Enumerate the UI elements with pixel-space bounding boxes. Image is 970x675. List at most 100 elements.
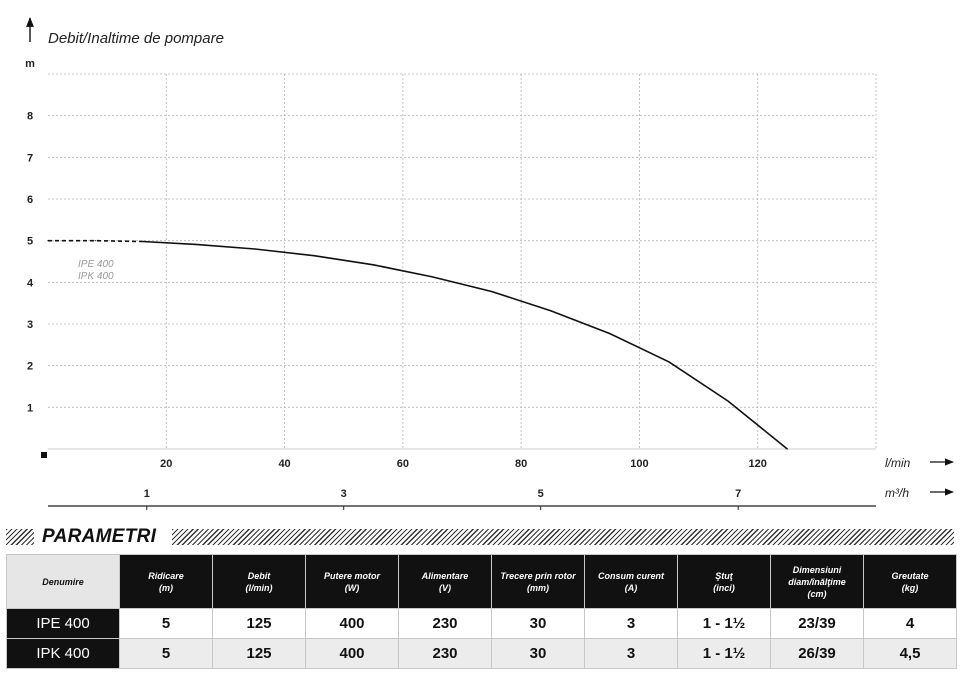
table-body: IPE 400 5 125 400 230 30 3 1 - 1½ 23/39 4 IPK 400 5… <box>6 608 957 669</box>
data-point <box>727 400 729 402</box>
axis-labels: Debit/Inaltime de pompare m 1 2 3 4 5 6 7 8 20 40 60… <box>25 30 911 500</box>
data-point <box>94 240 96 242</box>
parametri-table: Denumire Ridicare (m) Debit (l/min) Putere mo… <box>6 554 957 669</box>
x2-tick-label: 3 <box>341 488 347 500</box>
table-cell: 400 <box>305 608 399 639</box>
y-tick-label: 8 <box>27 111 33 123</box>
column-header-text: (cm) <box>807 588 827 599</box>
table-cell: 230 <box>398 608 492 639</box>
data-point <box>372 264 374 266</box>
data-point <box>47 240 49 242</box>
data-point <box>142 240 144 243</box>
table-cell: 230 <box>398 638 492 669</box>
model-name-cell: IPE 400 <box>6 608 120 639</box>
x2-tick-label: 1 <box>144 488 150 500</box>
table-cell: 1 - 1½ <box>677 638 771 669</box>
x-tick-label: 120 <box>749 458 767 470</box>
table-cell: 400 <box>305 638 399 669</box>
table-cell: 26/39 <box>770 638 864 669</box>
hatch-decoration-left <box>6 529 34 545</box>
y-tick-label: 7 <box>27 152 33 164</box>
column-header-text: Trecere prin rotor <box>500 570 576 581</box>
column-header: Ridicare (m) <box>119 554 213 609</box>
data-point <box>313 255 315 257</box>
parametri-header: PARAMETRI <box>0 526 970 549</box>
column-header-text: Ridicare <box>148 570 184 581</box>
column-header: Consum curent (A) <box>584 554 678 609</box>
series-curve-dashed <box>48 239 143 243</box>
x-tick-label: 40 <box>278 458 290 470</box>
data-point <box>668 361 670 363</box>
series <box>47 239 788 450</box>
x-axis-label: l/min <box>885 456 911 470</box>
x2-tick-label: 7 <box>735 488 741 500</box>
data-point <box>550 310 552 312</box>
column-header-text: Dimensiuni <box>792 564 842 575</box>
x-tick-label: 100 <box>630 458 648 470</box>
series-label: IPE 400 <box>78 259 114 270</box>
y-tick-label: 5 <box>27 236 33 248</box>
column-header: Putere motor (W) <box>305 554 399 609</box>
column-header: Alimentare (V) <box>398 554 492 609</box>
table-cell: 30 <box>491 608 585 639</box>
table-cell: 23/39 <box>770 608 864 639</box>
column-header-text: (kg) <box>901 582 919 593</box>
column-header-text: Debit <box>247 570 271 581</box>
series-label-secondary: IPK 400 <box>78 271 114 282</box>
table-cell: 1 - 1½ <box>677 608 771 639</box>
column-header: Ştuţ (inci) <box>677 554 771 609</box>
pump-curve-chart: Debit/Inaltime de pompare m 1 2 3 4 5 6 7 8 20 40 60… <box>25 17 954 510</box>
column-header-text: Consum curent <box>597 570 664 581</box>
y-tick-label: 2 <box>27 361 33 373</box>
series-curve <box>142 240 788 450</box>
table-header-row: Denumire Ridicare (m) Debit (l/min) Putere mo… <box>6 554 957 609</box>
y-tick-label: 3 <box>27 319 33 331</box>
column-header-text: (mm) <box>527 582 549 593</box>
data-point <box>195 243 197 246</box>
column-header-text: Denumire <box>42 576 84 587</box>
column-header-text: Greutate <box>891 570 929 581</box>
model-name-cell: IPK 400 <box>6 638 120 669</box>
column-header: Dimensiuni diam/înălţime (cm) <box>770 554 864 609</box>
x2-axis-label: m³/h <box>885 486 909 500</box>
column-header: Greutate (kg) <box>863 554 957 609</box>
table-cell: 3 <box>584 638 678 669</box>
x2-tick-label: 5 <box>538 488 544 500</box>
table-cell: 4,5 <box>863 638 957 669</box>
table-cell: 125 <box>212 638 306 669</box>
y-tick-label: 4 <box>27 277 34 289</box>
table-cell: 5 <box>119 638 213 669</box>
column-header-text: Ştuţ <box>715 570 733 581</box>
column-header: Debit (l/min) <box>212 554 306 609</box>
column-header-text: (A) <box>624 582 638 593</box>
chart-title: Debit/Inaltime de pompare <box>48 30 224 47</box>
y-axis-label: m <box>25 58 35 70</box>
table-row: IPE 400 5 125 400 230 30 3 1 - 1½ 23/39 4 <box>6 608 957 639</box>
origin-marker <box>41 452 47 458</box>
y-tick-label: 6 <box>27 194 33 206</box>
column-header: Trecere prin rotor (mm) <box>491 554 585 609</box>
table-cell: 30 <box>491 638 585 669</box>
column-header-text: (V) <box>439 582 451 593</box>
axes <box>26 17 954 510</box>
x-tick-label: 20 <box>160 458 172 470</box>
column-header-text: (m) <box>159 582 173 593</box>
data-point <box>609 332 611 335</box>
grid <box>48 73 877 449</box>
table-cell: 4 <box>863 608 957 639</box>
column-header-text: (W) <box>344 582 360 593</box>
table-cell: 5 <box>119 608 213 639</box>
data-point <box>431 276 434 278</box>
column-header-text: Putere motor <box>323 570 380 581</box>
hatch-decoration-right <box>172 529 954 545</box>
table-cell: 3 <box>584 608 678 639</box>
column-header-text: (l/min) <box>245 582 273 593</box>
parametri-title: PARAMETRI <box>42 526 157 547</box>
column-header-text: (inci) <box>713 582 735 593</box>
data-point <box>786 448 788 450</box>
column-header: Denumire <box>6 554 120 609</box>
table-cell: 125 <box>212 608 306 639</box>
table-row: IPK 400 5 125 400 230 30 3 1 - 1½ 26/39 4,5 <box>6 638 957 669</box>
data-point <box>490 290 493 293</box>
column-header-text: diam/înălţime <box>788 576 846 587</box>
